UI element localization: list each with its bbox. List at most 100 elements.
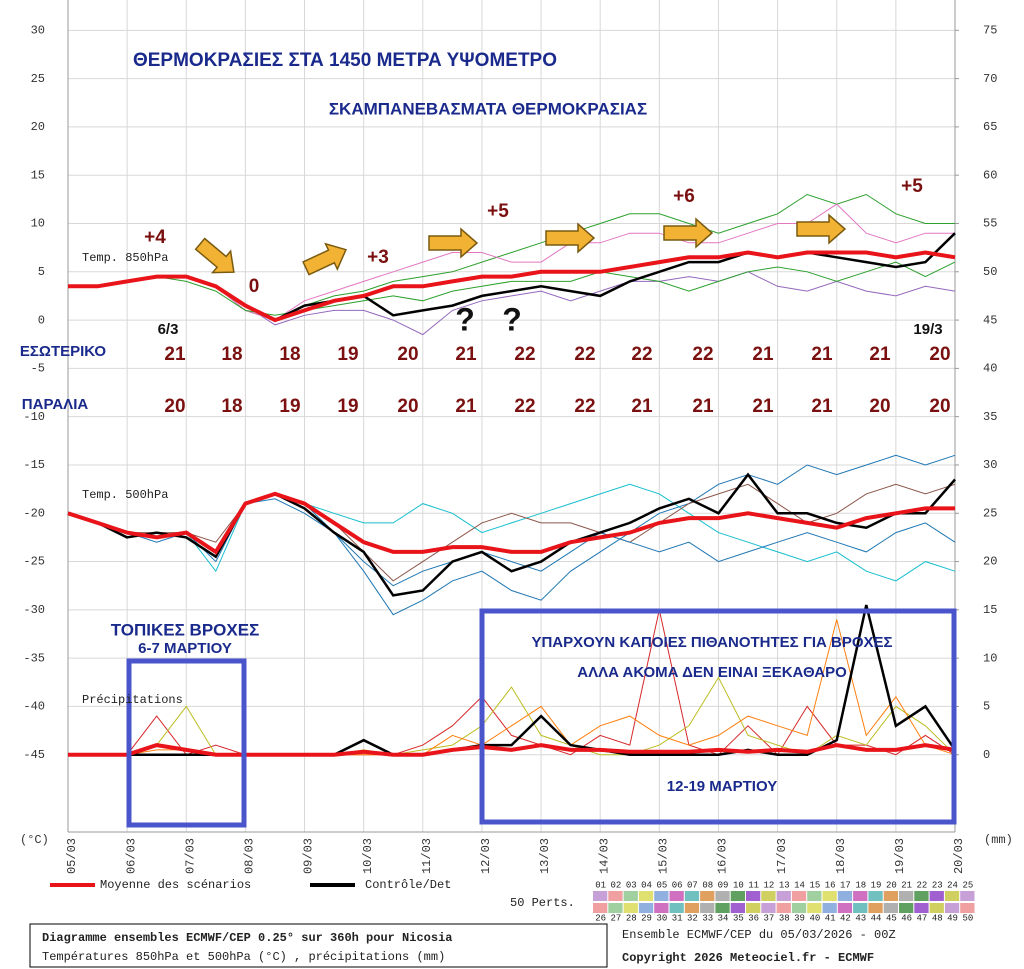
- x-tick-label: 20/03: [952, 838, 966, 874]
- member-swatch: [914, 903, 929, 913]
- member-label: 13: [779, 880, 790, 890]
- member-label: 40: [809, 913, 820, 923]
- member-label: 35: [733, 913, 744, 923]
- footer-box: [29, 923, 608, 968]
- y-tick-label: 20: [31, 120, 45, 134]
- member-label: 49: [947, 913, 958, 923]
- y2-tick-label: 70: [983, 72, 997, 86]
- y-tick-label: 10: [31, 217, 45, 231]
- member-swatch: [914, 891, 929, 901]
- member-label: 28: [626, 913, 637, 923]
- forecast-value: 19: [337, 396, 358, 417]
- member-swatch: [608, 903, 623, 913]
- member-label: 50: [962, 913, 973, 923]
- member-swatch: [837, 903, 853, 913]
- member-swatch: [822, 891, 837, 901]
- mean-line: [67, 491, 955, 555]
- perturbation-line: [68, 261, 956, 316]
- forecast-value: 21: [869, 344, 891, 365]
- panel-label: Temp. 850hPa: [82, 251, 168, 265]
- member-label: 12: [764, 880, 775, 890]
- mean-line: [68, 250, 956, 323]
- forecast-value: 20: [929, 396, 950, 417]
- member-label: 32: [687, 913, 698, 923]
- member-swatch: [746, 891, 761, 901]
- rain-box-text: ΑΛΛΑ ΑΚΟΜΑ ΔΕΝ ΕΙΝΑΙ ΞΕΚΑΘΑΡΟ: [577, 664, 847, 681]
- member-swatch: [730, 891, 745, 901]
- rain-box: [126, 658, 247, 828]
- y2-tick-label: 5: [983, 700, 990, 714]
- y-tick-label: 0: [38, 313, 45, 327]
- y-tick-label: -20: [23, 506, 45, 520]
- member-swatch: [593, 891, 608, 901]
- member-swatch: [960, 903, 975, 913]
- member-label: 01: [595, 880, 606, 890]
- change-label: +6: [673, 186, 695, 207]
- forecast-value: 19: [337, 344, 358, 365]
- member-label: 42: [840, 913, 851, 923]
- y-tick-label: 15: [31, 168, 45, 182]
- member-label: 06: [672, 880, 683, 890]
- y-axis-label: (°C): [20, 833, 49, 847]
- x-tick-label: 16/03: [716, 838, 730, 874]
- forecast-value: 19: [279, 396, 300, 417]
- forecast-value: 20: [397, 344, 418, 365]
- member-swatch: [944, 891, 960, 901]
- y2-tick-label: 55: [983, 217, 997, 231]
- y2-axis-label: (mm): [984, 833, 1013, 847]
- member-label: 23: [932, 880, 943, 890]
- legend-label: Contrôle/Det: [365, 878, 451, 892]
- rain-box: [479, 608, 957, 825]
- member-label: 48: [932, 913, 943, 923]
- member-swatch: [929, 891, 944, 901]
- forecast-value: 18: [221, 396, 242, 417]
- forecast-value: 22: [514, 396, 535, 417]
- forecast-value: 21: [752, 344, 774, 365]
- forecast-value: 22: [631, 344, 652, 365]
- member-swatch: [776, 903, 791, 913]
- y-tick-label: -40: [23, 700, 45, 714]
- member-swatch: [776, 891, 791, 901]
- date-mark: 19/3: [913, 321, 942, 338]
- member-swatch: [960, 891, 975, 901]
- question-mark: ?: [502, 301, 522, 337]
- change-label: +5: [901, 176, 923, 197]
- forecast-value: 21: [631, 396, 653, 417]
- forecast-value: 21: [455, 344, 477, 365]
- footer-copyright: Copyright 2026 Meteociel.fr - ECMWF: [622, 951, 874, 965]
- forecast-value: 22: [574, 344, 595, 365]
- y-tick-label: 30: [31, 23, 45, 37]
- member-swatch: [684, 903, 700, 913]
- x-tick-label: 18/03: [834, 838, 848, 874]
- member-swatch: [944, 903, 960, 913]
- member-label: 14: [794, 880, 805, 890]
- y2-tick-label: 30: [983, 458, 997, 472]
- forecast-value: 20: [164, 396, 185, 417]
- member-label: 09: [718, 880, 729, 890]
- x-tick-label: 09/03: [302, 838, 316, 874]
- subtitle: ΣΚΑΜΠΑΝΕΒΑΣΜΑΤΑ ΘΕΡΜΟΚΡΑΣΙΑΣ: [329, 99, 647, 118]
- y2-tick-label: 45: [983, 313, 997, 327]
- member-label: 22: [917, 880, 928, 890]
- member-swatch: [700, 903, 715, 913]
- member-swatch: [669, 903, 684, 913]
- member-label: 27: [611, 913, 622, 923]
- member-swatch: [761, 891, 776, 901]
- arrow: [796, 213, 847, 245]
- y-tick-label: -15: [23, 458, 45, 472]
- member-label: 29: [641, 913, 652, 923]
- member-label: 04: [641, 880, 652, 890]
- forecast-value: 18: [279, 344, 300, 365]
- member-label: 05: [656, 880, 667, 890]
- member-swatch: [899, 891, 914, 901]
- member-label: 33: [702, 913, 713, 923]
- member-label: 18: [855, 880, 866, 890]
- perturbation-line: [67, 483, 956, 582]
- member-swatch: [608, 891, 623, 901]
- member-label: 11: [748, 880, 759, 890]
- member-swatch: [730, 903, 745, 913]
- forecast-value: 18: [221, 344, 242, 365]
- forecast-value: 21: [752, 396, 774, 417]
